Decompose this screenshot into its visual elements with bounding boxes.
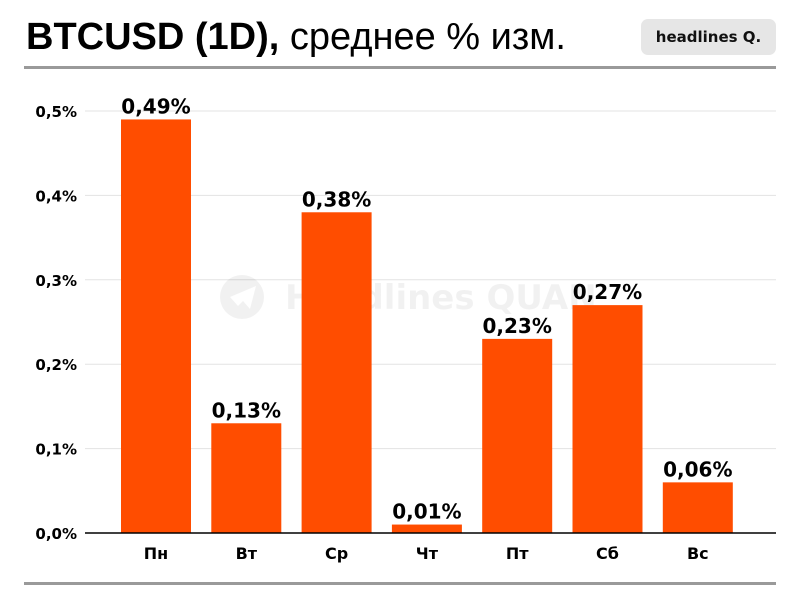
- chart-title-rest: среднее % изм.: [279, 16, 566, 58]
- bar: [572, 305, 643, 533]
- data-labels: 0,49% 0,13% 0,38% 0,01% 0,23% 0,27% 0,06%: [121, 94, 732, 523]
- y-tick-labels: 0,0% 0,1% 0,2% 0,3% 0,4% 0,5%: [35, 103, 77, 543]
- bar: [482, 338, 553, 533]
- bar: [662, 482, 733, 533]
- chart-header: BTCUSD (1D), среднее % изм. headlines Q.: [0, 0, 800, 70]
- data-label: 0,13%: [212, 398, 281, 422]
- data-label: 0,27%: [573, 280, 642, 304]
- top-divider: [24, 66, 776, 69]
- bars: [121, 119, 733, 533]
- x-tick-label: Вт: [236, 544, 258, 563]
- x-tick-labels: Пн Вт Ср Чт Пт Сб Вс: [144, 544, 709, 563]
- x-tick-label: Пн: [144, 544, 168, 563]
- data-label: 0,01%: [392, 500, 461, 524]
- x-tick-label: Ср: [325, 544, 348, 563]
- chart-title-bold: BTCUSD (1D),: [26, 16, 280, 58]
- data-label: 0,38%: [302, 187, 371, 211]
- y-tick-label: 0,4%: [35, 187, 77, 205]
- watermark: Headlines QUAN: [220, 275, 597, 319]
- chart-title: BTCUSD (1D), среднее % изм.: [26, 14, 566, 60]
- data-label: 0,06%: [663, 457, 732, 481]
- y-tick-label: 0,2%: [35, 356, 77, 374]
- bottom-divider: [24, 582, 776, 585]
- y-tick-label: 0,5%: [35, 103, 77, 121]
- x-tick-label: Пт: [506, 544, 529, 563]
- y-tick-label: 0,3%: [35, 272, 77, 290]
- telegram-logo-icon: [220, 275, 264, 319]
- bar: [121, 119, 191, 533]
- data-label: 0,23%: [483, 314, 552, 338]
- gridlines: [85, 110, 776, 450]
- x-tick-label: Вс: [687, 544, 709, 563]
- x-tick-label: Сб: [596, 544, 619, 563]
- bar: [301, 212, 372, 533]
- headlines-logo-badge: headlines Q.: [641, 19, 776, 55]
- bar: [391, 524, 462, 533]
- y-tick-label: 0,1%: [35, 441, 77, 459]
- bar: [211, 423, 282, 533]
- y-tick-label: 0,0%: [35, 525, 77, 543]
- x-tick-label: Чт: [416, 544, 439, 563]
- data-label: 0,49%: [121, 94, 190, 118]
